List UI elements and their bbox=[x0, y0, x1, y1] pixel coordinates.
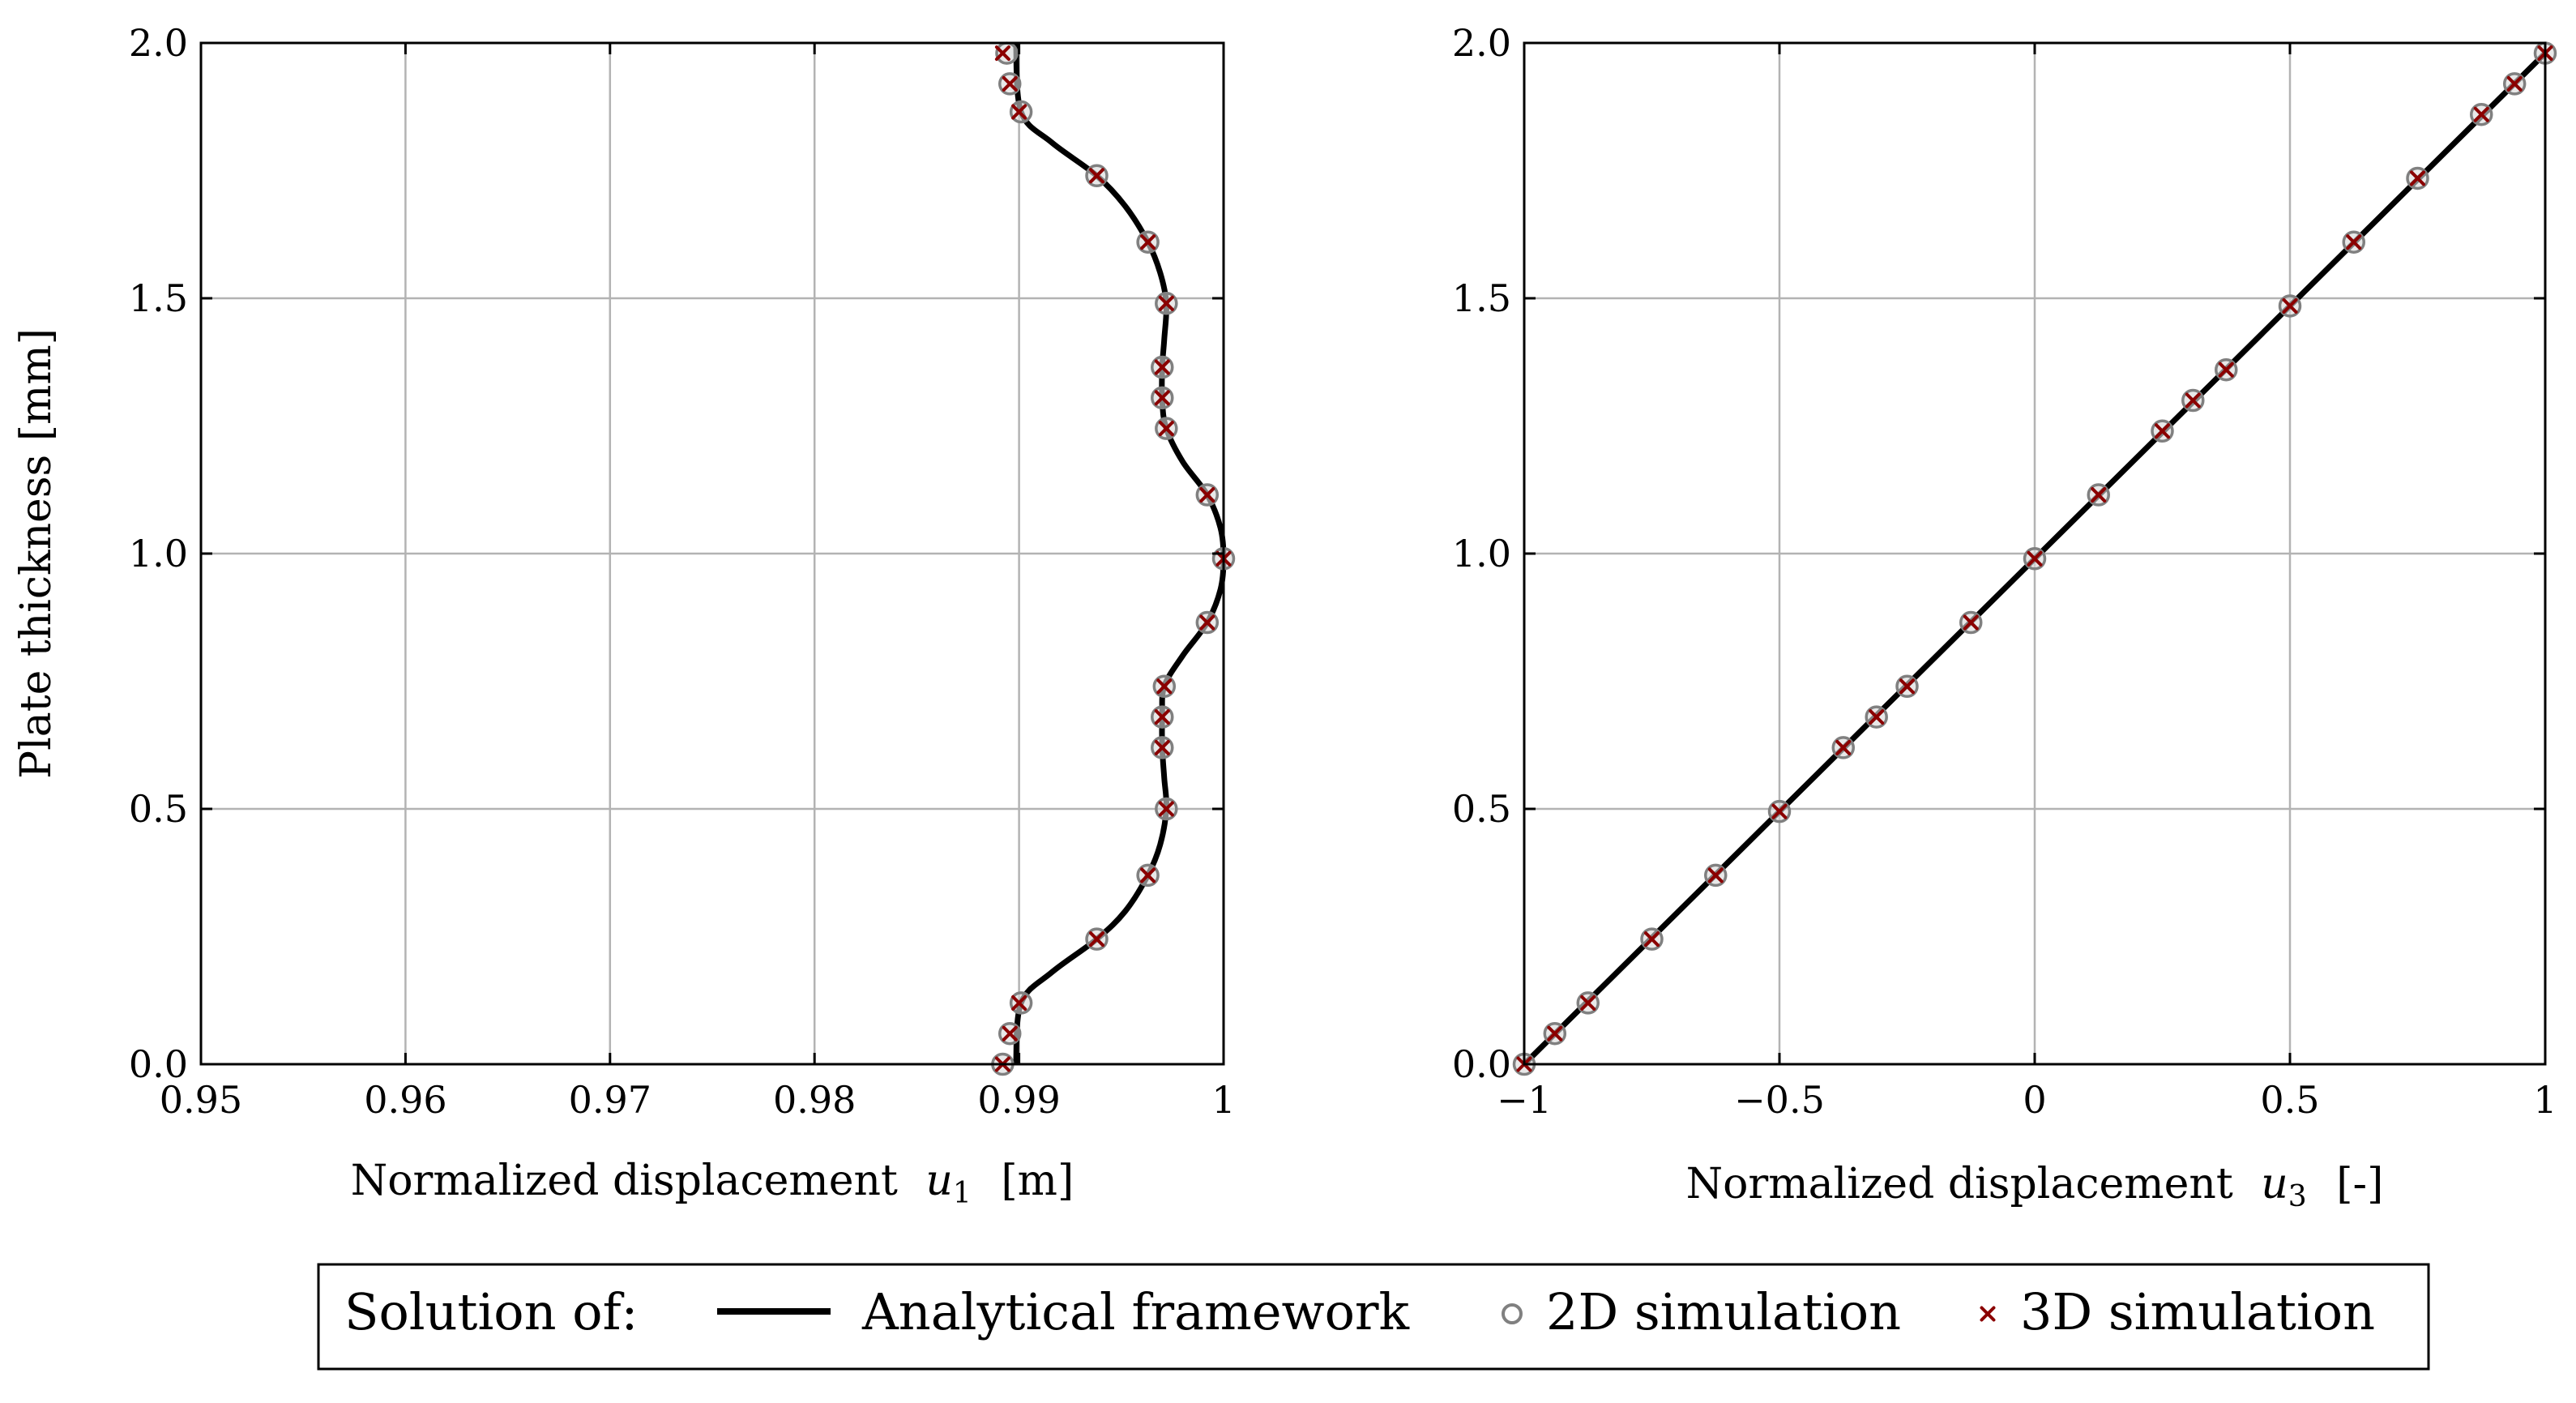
legend-item-2d: 2D simulation bbox=[1546, 1282, 1901, 1341]
right-3d-sim-marker bbox=[2155, 423, 2170, 439]
left-x-tick-label: 0.99 bbox=[977, 1078, 1060, 1122]
left-3d-sim-marker bbox=[1158, 295, 1174, 311]
left-x-tick-label: 0.98 bbox=[773, 1078, 856, 1122]
right-x-tick-label: 1 bbox=[2533, 1078, 2557, 1122]
left-ticks: 0.95 0.96 0.97 0.98 0.99 1 0.0 0.5 1.0 1.5 2.0 bbox=[129, 21, 1236, 1122]
left-x-axis-label: Normalized displacement u1 [m] bbox=[351, 1157, 1074, 1213]
right-y-tick-label: 0.0 bbox=[1452, 1042, 1511, 1086]
right-3d-sim-marker bbox=[1580, 995, 1596, 1011]
left-3d-sim-marker bbox=[1089, 931, 1105, 947]
right-3d-sim-marker bbox=[1899, 678, 1915, 695]
right-3d-sim-marker bbox=[2282, 297, 2298, 314]
right-x-axis-label: Normalized displacement u3 [-] bbox=[1686, 1160, 2384, 1217]
right-3d-sim-marker bbox=[2218, 361, 2234, 378]
left-y-tick-label: 1.5 bbox=[129, 276, 188, 320]
right-3d-sim-marker bbox=[1963, 614, 1979, 631]
left-x-tick-label: 1 bbox=[1211, 1078, 1235, 1122]
left-x-tick-label: 0.95 bbox=[160, 1078, 242, 1122]
right-3d-sim-marker bbox=[2185, 392, 2201, 408]
left-x-label-var: u bbox=[925, 1157, 953, 1205]
right-3d-sim-marker bbox=[2027, 550, 2043, 567]
left-3d-sim-marker bbox=[1002, 1025, 1018, 1042]
right-ticks: −1 −0.5 0 0.5 1 0.0 0.5 1.0 1.5 2.0 bbox=[1452, 21, 2557, 1122]
legend-circle-swatch bbox=[1502, 1303, 1523, 1324]
left-grid bbox=[201, 43, 1224, 1064]
right-x-label-unit: [-] bbox=[2336, 1160, 2383, 1208]
left-y-axis-label: Plate thickness [mm] bbox=[12, 328, 61, 779]
left-3d-sim-marker bbox=[1154, 359, 1170, 375]
right-3d-sim-marker bbox=[1644, 931, 1660, 947]
left-y-tick-label: 0.0 bbox=[129, 1042, 188, 1086]
left-3d-sim-marker bbox=[1156, 678, 1173, 695]
right-x-label-sub: 3 bbox=[2288, 1180, 2307, 1213]
right-x-tick-label: 0.5 bbox=[2260, 1078, 2319, 1122]
right-3d-sim-marker bbox=[2473, 106, 2489, 122]
legend-item-3d: 3D simulation bbox=[2020, 1282, 2375, 1341]
left-2d-sim-marker bbox=[995, 41, 1019, 65]
right-3d-sim-marker bbox=[1707, 867, 1724, 883]
left-3d-sim-marker bbox=[1140, 867, 1156, 883]
left-y-tick-label: 1.0 bbox=[129, 532, 188, 575]
right-x-tick-label: −1 bbox=[1497, 1078, 1552, 1122]
left-panel: 0.95 0.96 0.97 0.98 0.99 1 0.0 0.5 1.0 1.5 2.0 Pla… bbox=[12, 21, 1236, 1213]
left-x-tick-label: 0.97 bbox=[569, 1078, 651, 1122]
left-3d-sim-marker bbox=[1199, 614, 1215, 631]
left-x-tick-label: 0.96 bbox=[364, 1078, 446, 1122]
left-y-tick-label: 2.0 bbox=[129, 21, 188, 65]
left-x-label-text: Normalized displacement bbox=[351, 1157, 898, 1205]
right-y-tick-label: 0.5 bbox=[1452, 787, 1511, 831]
left-3d-sim-marker bbox=[1158, 801, 1174, 817]
left-3d-sim-marker bbox=[994, 45, 1010, 62]
right-x-tick-label: −0.5 bbox=[1734, 1078, 1825, 1122]
right-y-tick-label: 1.5 bbox=[1452, 276, 1511, 320]
left-3d-sim-marker bbox=[1158, 421, 1174, 437]
left-3d-sim-marker bbox=[1140, 234, 1156, 250]
right-x-label-var: u bbox=[2261, 1160, 2288, 1208]
right-x-tick-label: 0 bbox=[2023, 1078, 2046, 1122]
right-3d-sim-marker bbox=[1835, 739, 1852, 755]
left-3d-sim-marker bbox=[1154, 739, 1170, 755]
left-x-label-sub: 1 bbox=[953, 1177, 972, 1210]
right-3d-sim-marker bbox=[2091, 487, 2107, 503]
right-3d-sim-marker bbox=[1869, 709, 1885, 725]
left-3d-sim-marker bbox=[1154, 709, 1170, 725]
right-y-tick-label: 1.0 bbox=[1452, 532, 1511, 575]
legend-cross-swatch bbox=[1980, 1306, 1996, 1322]
legend-item-analytical: Analytical framework bbox=[861, 1282, 1410, 1341]
legend: Solution of: Analytical framework 2D sim… bbox=[317, 1263, 2430, 1371]
left-y-tick-label: 0.5 bbox=[129, 787, 188, 831]
right-x-label-text: Normalized displacement bbox=[1686, 1160, 2233, 1208]
left-3d-sim-marker bbox=[1002, 75, 1018, 92]
right-3d-sim-marker bbox=[1547, 1025, 1563, 1042]
right-3d-sim-marker bbox=[1771, 803, 1788, 819]
legend-box bbox=[317, 1263, 2430, 1371]
left-3d-sim-marker bbox=[1011, 995, 1027, 1011]
legend-prefix: Solution of: bbox=[344, 1282, 638, 1341]
legend-cross-mark bbox=[1980, 1306, 1996, 1322]
right-panel: −1 −0.5 0 0.5 1 0.0 0.5 1.0 1.5 2.0 Normalized di… bbox=[1452, 21, 2557, 1217]
right-3d-sim-marker bbox=[2346, 234, 2362, 250]
left-3d-sim-marker bbox=[1199, 487, 1215, 503]
left-3d-sim-marker bbox=[1154, 390, 1170, 406]
left-3d-sim-marker bbox=[1089, 168, 1105, 184]
right-3d-sim-marker bbox=[2410, 170, 2425, 186]
right-3d-sim-marker bbox=[2506, 75, 2523, 92]
left-3d-sim-marker bbox=[1011, 104, 1027, 120]
right-y-tick-label: 2.0 bbox=[1452, 21, 1511, 65]
left-x-label-unit: [m] bbox=[1001, 1157, 1074, 1205]
